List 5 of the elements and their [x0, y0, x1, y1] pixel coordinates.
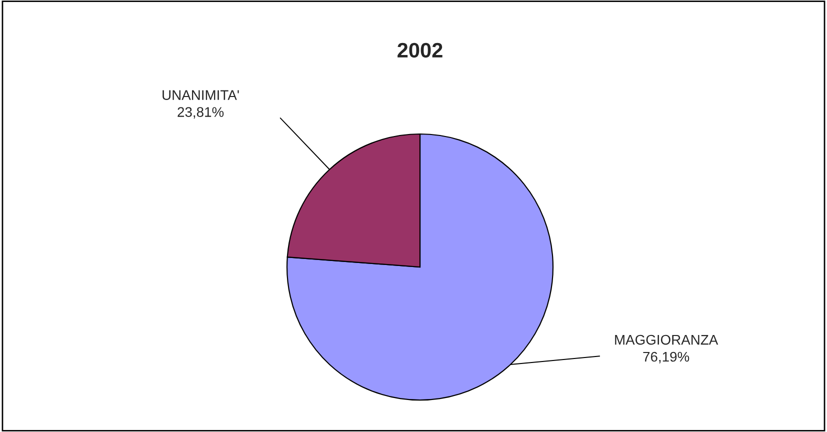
data-label: 23,81% — [178, 107, 224, 119]
chart-title: 2002 — [398, 42, 442, 58]
slice-label: UNANIMITA' — [162, 90, 239, 100]
slice-label: MAGGIORANZA — [615, 334, 718, 345]
data-label: 76,19% — [643, 352, 690, 364]
